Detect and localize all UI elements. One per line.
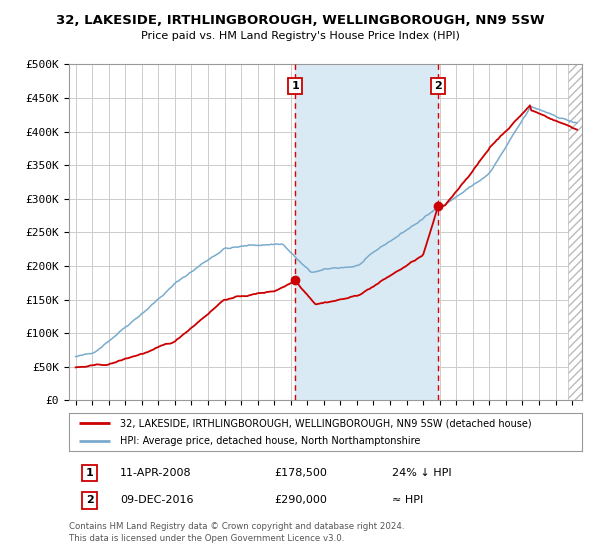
Text: Price paid vs. HM Land Registry's House Price Index (HPI): Price paid vs. HM Land Registry's House …: [140, 31, 460, 41]
Text: 11-APR-2008: 11-APR-2008: [121, 468, 192, 478]
Text: ≈ HPI: ≈ HPI: [392, 496, 424, 506]
Text: 1: 1: [292, 81, 299, 91]
Text: Contains HM Land Registry data © Crown copyright and database right 2024.
This d: Contains HM Land Registry data © Crown c…: [69, 522, 404, 543]
Text: HPI: Average price, detached house, North Northamptonshire: HPI: Average price, detached house, Nort…: [121, 436, 421, 446]
Text: £290,000: £290,000: [274, 496, 327, 506]
Text: 1: 1: [86, 468, 94, 478]
Text: 32, LAKESIDE, IRTHLINGBOROUGH, WELLINGBOROUGH, NN9 5SW (detached house): 32, LAKESIDE, IRTHLINGBOROUGH, WELLINGBO…: [121, 418, 532, 428]
Text: £178,500: £178,500: [274, 468, 327, 478]
Bar: [568, 64, 582, 400]
Text: 2: 2: [86, 496, 94, 506]
Text: 09-DEC-2016: 09-DEC-2016: [121, 496, 194, 506]
Text: 2: 2: [434, 81, 442, 91]
Text: 24% ↓ HPI: 24% ↓ HPI: [392, 468, 452, 478]
Text: 32, LAKESIDE, IRTHLINGBOROUGH, WELLINGBOROUGH, NN9 5SW: 32, LAKESIDE, IRTHLINGBOROUGH, WELLINGBO…: [56, 14, 544, 27]
Bar: [295, 64, 439, 400]
